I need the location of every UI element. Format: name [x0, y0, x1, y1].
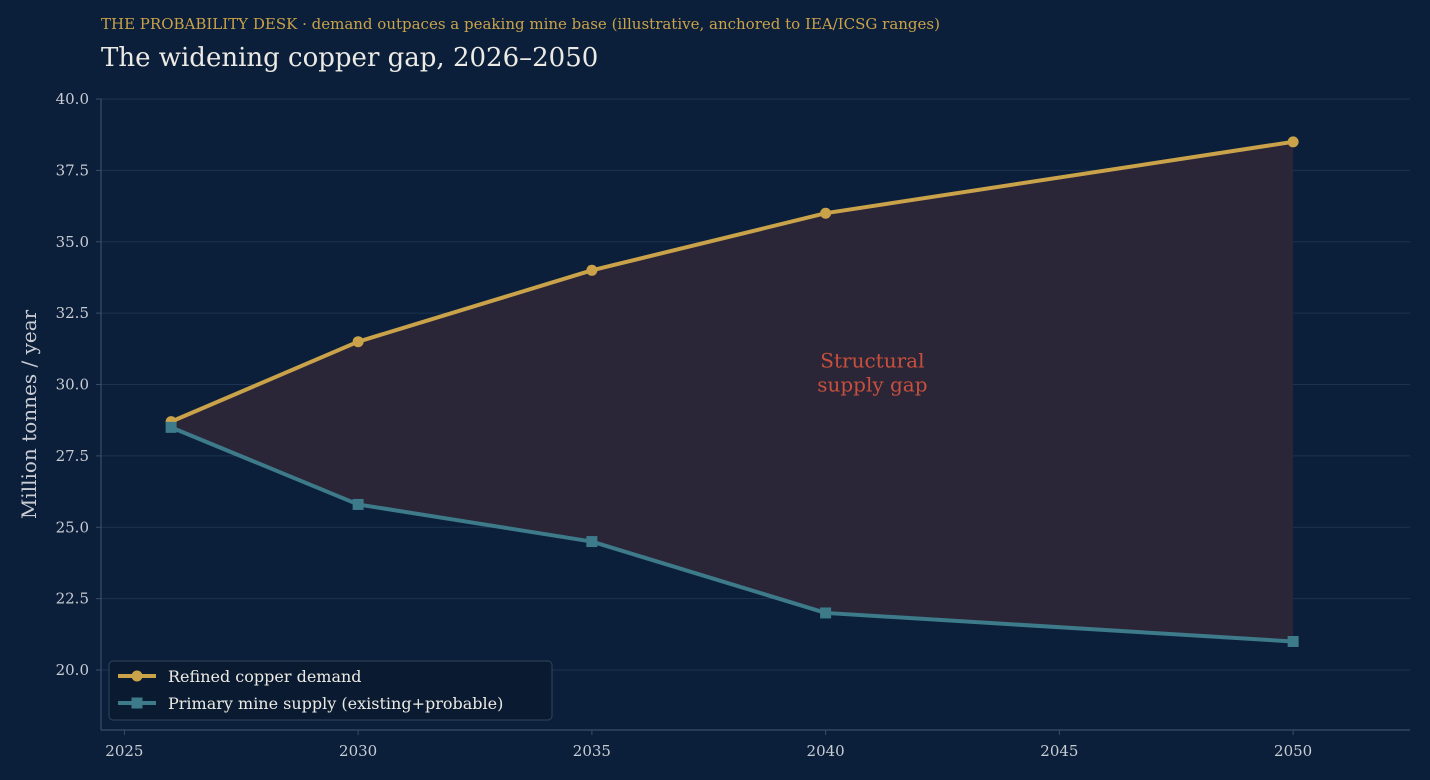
supply-point — [352, 498, 364, 510]
y-tick-label: 35.0 — [56, 233, 89, 251]
legend: Refined copper demand Primary mine supply… — [108, 660, 553, 721]
y-tick-label: 37.5 — [56, 161, 89, 179]
x-tick-label: 2040 — [807, 742, 845, 760]
chart-title: The widening copper gap, 2026–2050 — [101, 43, 598, 73]
y-axis-title: Million tonnes / year — [17, 309, 41, 519]
y-tick-label: 25.0 — [56, 518, 89, 536]
x-tick-label: 2025 — [105, 742, 143, 760]
y-tick-label: 40.0 — [56, 90, 89, 108]
supply-point — [820, 607, 832, 619]
legend-label: Primary mine supply (existing+probable) — [168, 694, 503, 713]
legend-swatch-marker — [131, 697, 143, 709]
y-tick-label: 20.0 — [56, 661, 89, 679]
x-tick-label: 2030 — [339, 742, 377, 760]
plot-area: 20.0 22.5 25.0 27.5 30.0 32.5 35.0 37.5 40.0 2025… — [17, 90, 1410, 760]
x-tick-label: 2050 — [1274, 742, 1312, 760]
supply-point — [1287, 635, 1299, 647]
legend-swatch-marker — [131, 670, 143, 682]
y-tick-label: 30.0 — [56, 376, 89, 394]
demand-point — [586, 264, 598, 276]
y-tick-label: 27.5 — [56, 447, 89, 465]
legend-box — [108, 660, 553, 721]
demand-point — [820, 207, 832, 219]
supply-point — [586, 536, 598, 548]
demand-point — [352, 336, 364, 348]
y-tick-label: 22.5 — [56, 590, 89, 608]
supply-point — [165, 421, 177, 433]
x-tick-label: 2035 — [573, 742, 611, 760]
chart-kicker: THE PROBABILITY DESK · demand outpaces a… — [101, 15, 940, 33]
gap-annotation: Structural supply gap — [817, 348, 927, 396]
legend-label: Refined copper demand — [168, 667, 362, 686]
supply-gap-area — [171, 141, 1294, 642]
x-tick-label: 2045 — [1040, 742, 1078, 760]
demand-point — [1287, 136, 1299, 148]
y-tick-label: 32.5 — [56, 304, 89, 322]
